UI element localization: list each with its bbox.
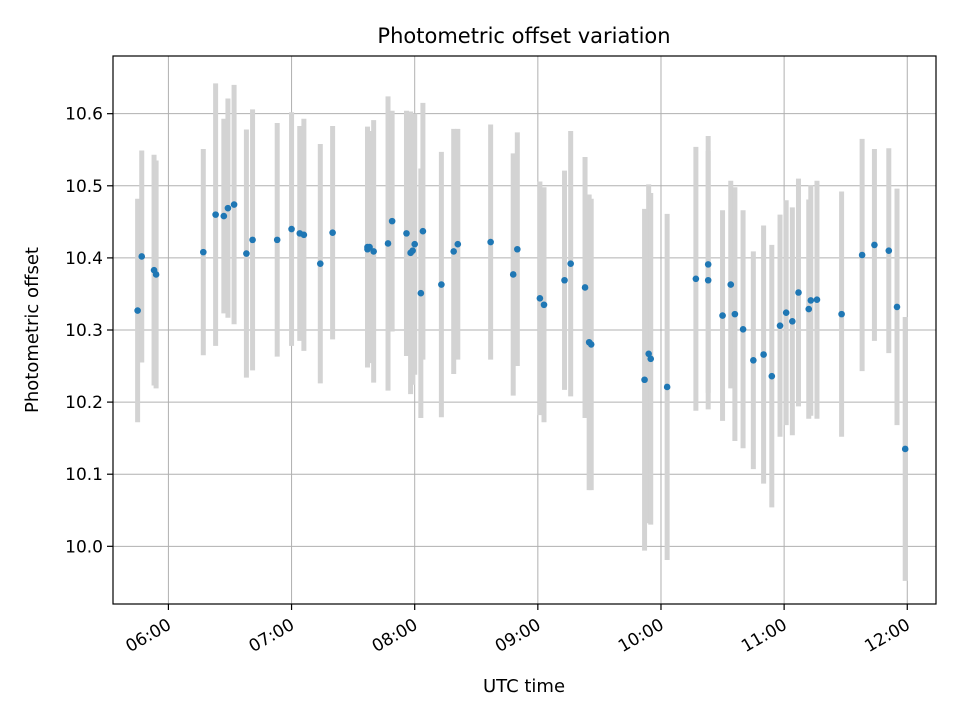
data-point <box>645 350 652 358</box>
data-point <box>300 231 308 239</box>
data-point <box>750 356 757 364</box>
data-point <box>567 260 574 267</box>
data-point <box>138 253 146 260</box>
data-point <box>795 289 802 296</box>
y-tick-label: 10.6 <box>65 105 103 125</box>
y-tick-label: 10.0 <box>65 537 103 557</box>
chart-title: Photometric offset variation <box>377 24 670 48</box>
data-point <box>727 281 735 288</box>
data-point <box>220 212 228 220</box>
data-point <box>417 289 425 297</box>
data-point <box>901 445 909 453</box>
y-tick-label: 10.4 <box>65 249 103 269</box>
data-point <box>739 325 747 333</box>
data-point <box>768 372 776 380</box>
data-point <box>454 240 462 248</box>
data-point <box>487 238 494 246</box>
data-point <box>838 310 845 318</box>
data-point <box>316 260 324 267</box>
data-point <box>704 276 712 284</box>
data-point <box>224 204 232 212</box>
data-point <box>438 281 445 288</box>
data-point <box>871 241 878 249</box>
y-tick-label: 10.1 <box>65 465 103 485</box>
data-point <box>509 271 517 278</box>
data-point <box>692 275 700 283</box>
data-points <box>134 201 909 453</box>
data-point <box>782 309 790 316</box>
data-point <box>134 307 141 314</box>
data-point <box>388 217 396 225</box>
data-point <box>789 318 796 325</box>
data-point <box>760 351 767 358</box>
data-point <box>249 236 256 244</box>
y-tick-label: 10.2 <box>65 393 103 413</box>
data-point <box>200 248 207 256</box>
y-axis: 10.0 10.1 10.2 10.3 10.4 10.5 10.6 <box>65 105 113 557</box>
data-point <box>858 251 866 259</box>
data-point <box>212 211 219 218</box>
data-point <box>273 236 281 244</box>
data-point <box>581 284 589 291</box>
x-axis-label: UTC time <box>483 676 565 697</box>
data-point <box>776 322 784 329</box>
data-point <box>540 301 548 309</box>
y-axis-label: Photometric offset <box>22 247 43 413</box>
data-point <box>813 296 821 304</box>
data-point <box>329 229 336 236</box>
data-point <box>587 341 595 348</box>
data-point <box>704 261 712 268</box>
data-point <box>409 247 416 254</box>
y-tick-label: 10.3 <box>65 321 103 341</box>
data-point <box>450 248 457 255</box>
data-point <box>893 303 901 311</box>
data-point <box>514 245 521 253</box>
data-point <box>663 383 671 391</box>
data-point <box>536 294 544 302</box>
data-point <box>731 310 739 318</box>
data-point <box>384 240 392 247</box>
data-point <box>419 227 427 235</box>
data-point <box>719 312 726 319</box>
data-point <box>885 247 893 254</box>
data-point <box>230 201 238 208</box>
data-point <box>807 297 815 304</box>
data-point <box>403 230 410 237</box>
data-point <box>561 276 568 284</box>
data-point <box>647 355 655 363</box>
y-tick-label: 10.5 <box>65 177 103 197</box>
data-point <box>370 248 377 255</box>
data-point <box>805 305 813 313</box>
data-point <box>366 243 373 251</box>
data-point <box>641 376 648 384</box>
data-point <box>152 271 160 278</box>
data-point <box>243 250 250 257</box>
data-point <box>411 240 418 248</box>
data-point <box>288 225 295 233</box>
